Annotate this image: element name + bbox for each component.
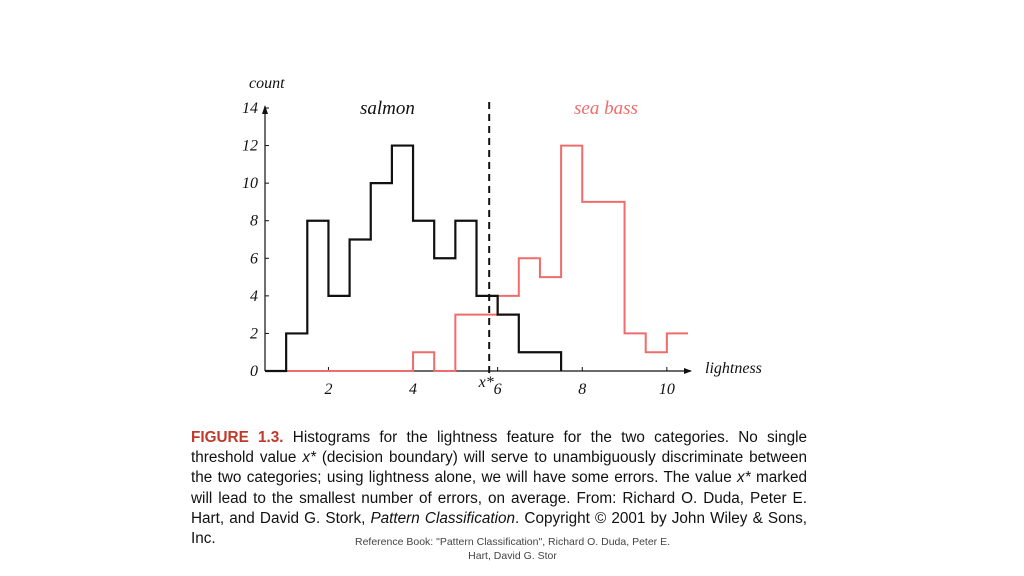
threshold-label: x* <box>478 374 494 391</box>
y-tick-label: 14 <box>242 100 258 117</box>
caption-xstar-2: x* <box>737 469 751 487</box>
sea-bass-histogram <box>265 144 688 372</box>
series-label-salmon: salmon <box>360 98 415 119</box>
ticks: 0 2 4 6 8 10 12 14 2 4 6 8 10 <box>242 100 675 398</box>
salmon-histogram <box>265 144 563 373</box>
x-axis-label: lightness <box>705 360 762 377</box>
y-axis-arrow <box>262 105 268 114</box>
caption-text-2: (decision boundary) will serve to unambi… <box>191 449 808 487</box>
y-tick-label: 6 <box>250 250 258 267</box>
x-tick-label: 4 <box>409 381 417 398</box>
caption-book-title: Pattern Classification <box>370 509 516 527</box>
y-tick-label: 2 <box>250 325 258 342</box>
x-tick-label: 2 <box>324 381 332 398</box>
x-tick-label: 8 <box>578 381 586 398</box>
y-tick-label: 4 <box>250 288 258 305</box>
series-label-sea-bass: sea bass <box>574 98 638 119</box>
series-layer <box>265 144 688 373</box>
reference-note: Reference Book: "Pattern Classification"… <box>354 536 670 562</box>
x-tick-label: 6 <box>494 381 502 398</box>
figure-caption: FIGURE 1.3. Histograms for the lightness… <box>191 428 807 549</box>
y-tick-label: 8 <box>250 213 258 230</box>
histogram-chart: 0 2 4 6 8 10 12 14 2 4 6 8 10 x* count lightness sal… <box>242 75 762 398</box>
caption-text-3: marked will lead to the smallest number … <box>191 469 807 527</box>
figure-label: FIGURE 1.3. <box>191 429 284 446</box>
y-axis-label: count <box>249 75 285 92</box>
y-tick-label: 10 <box>242 175 258 192</box>
y-tick-label: 0 <box>250 363 258 380</box>
caption-text-4: . Copyright © 2001 by John Wiley & Sons,… <box>191 509 808 548</box>
caption-text-1: Histograms for the lightness feature for… <box>191 429 808 467</box>
x-tick-label: 10 <box>659 381 675 398</box>
caption-xstar: x* <box>302 449 316 467</box>
x-axis-arrow <box>684 368 692 374</box>
y-tick-label: 12 <box>242 138 258 155</box>
